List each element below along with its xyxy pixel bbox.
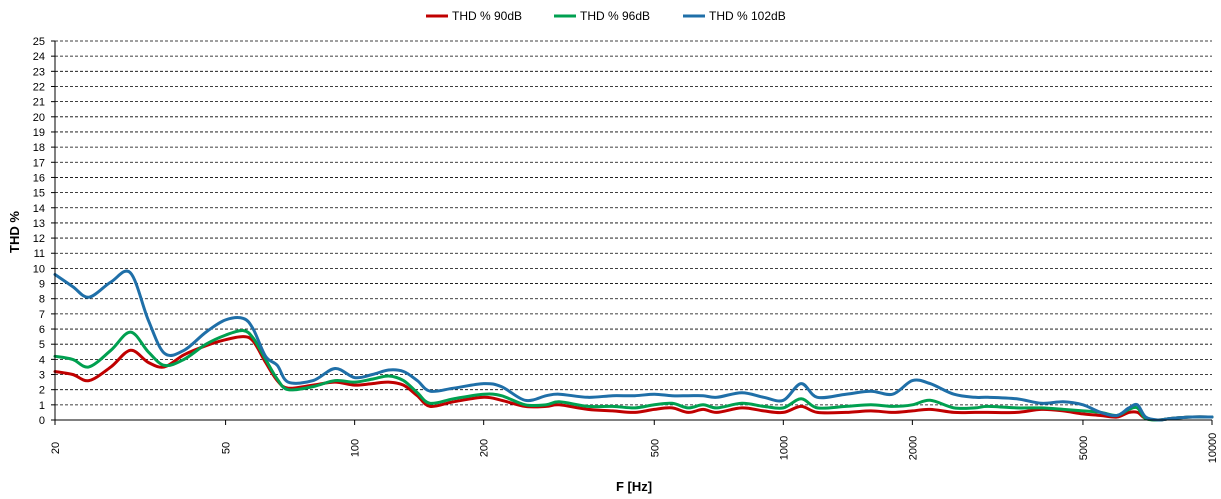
x-tick-label: 5000 (1078, 436, 1090, 460)
y-tick-label: 5 (39, 339, 45, 351)
y-tick-label: 7 (39, 309, 45, 321)
x-tick-label: 50 (221, 442, 233, 454)
y-tick-label: 10 (33, 263, 45, 275)
legend: THD % 90dB THD % 96dB THD % 102dB (426, 9, 786, 23)
x-tick-label: 500 (649, 439, 661, 457)
series-layer (53, 269, 1214, 422)
x-tick-label: 20 (50, 442, 62, 454)
y-tick-label: 13 (33, 218, 45, 230)
series-line-2 (53, 329, 1214, 422)
y-tick-label: 6 (39, 324, 45, 336)
y-tick-label: 21 (33, 97, 45, 109)
y-tick-label: 20 (33, 112, 45, 124)
y-tick-label: 0 (39, 415, 45, 427)
series-line-3 (53, 269, 1214, 422)
y-tick-label: 17 (33, 157, 45, 169)
x-tick-label: 200 (479, 439, 491, 457)
y-tick-label: 3 (39, 370, 45, 382)
y-tick-label: 8 (39, 294, 45, 306)
x-tick-label: 2000 (907, 436, 919, 460)
y-tick-label: 24 (33, 51, 45, 63)
y-tick-label: 2 (39, 385, 45, 397)
legend-label: THD % 90dB (452, 9, 522, 23)
x-axis-title: F [Hz] (616, 479, 652, 494)
y-tick-label: 25 (33, 36, 45, 48)
y-tick-label: 18 (33, 142, 45, 154)
y-tick-label: 23 (33, 66, 45, 78)
y-tick-label: 9 (39, 279, 45, 291)
y-tick-label: 11 (34, 248, 45, 260)
y-tick-label: 14 (33, 203, 45, 215)
x-tick-label: 1000 (778, 436, 790, 460)
y-tick-label: 12 (33, 233, 45, 245)
x-tick-labels: 20 50 100 200 500 1000 2000 5000 10000 (50, 433, 1219, 464)
y-tick-label: 15 (33, 188, 45, 200)
y-tick-labels: 0123456789101112131415161718192021222324… (33, 36, 45, 427)
y-tick-label: 22 (33, 81, 45, 93)
y-tick-label: 1 (39, 400, 45, 412)
y-tick-label: 16 (33, 172, 45, 184)
x-tick-label: 100 (350, 439, 362, 457)
grid-lines (55, 40, 1212, 406)
y-tick-label: 4 (39, 354, 45, 366)
x-tick-label: 10000 (1207, 433, 1219, 464)
legend-label: THD % 102dB (709, 9, 786, 23)
y-axis-title: THD % (7, 211, 22, 253)
y-tick-label: 19 (33, 127, 45, 139)
axes (51, 40, 1213, 425)
legend-label: THD % 96dB (580, 9, 650, 23)
